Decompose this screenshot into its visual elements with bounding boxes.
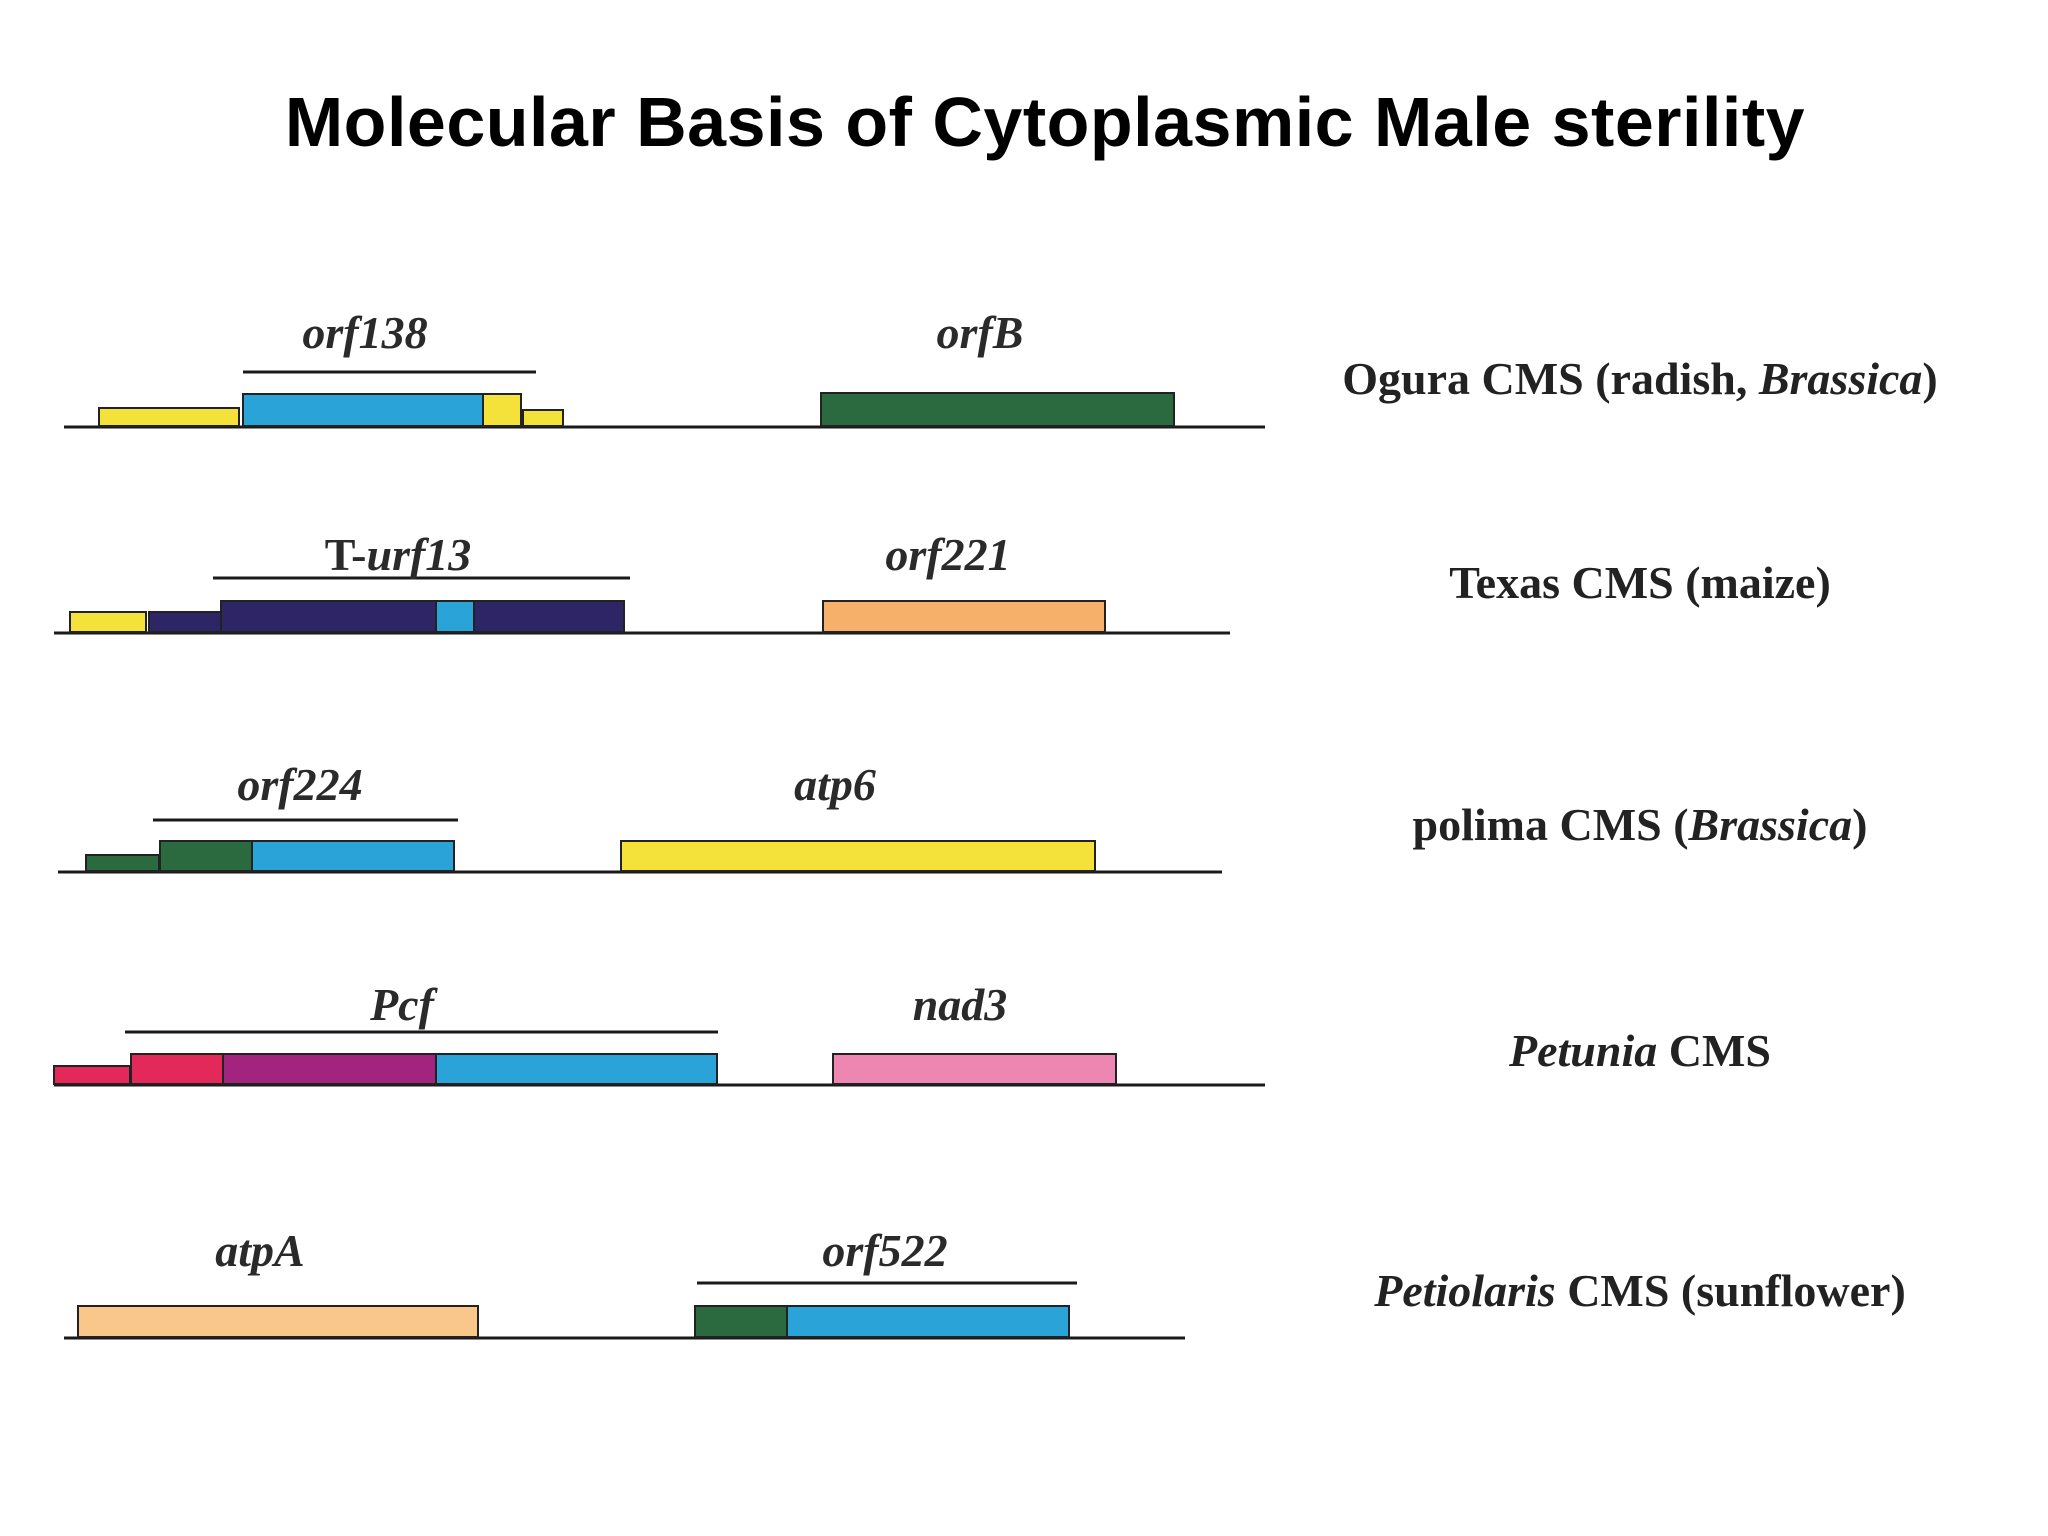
gene-segment bbox=[822, 600, 1106, 633]
gene-segment bbox=[220, 600, 437, 633]
gene-segment bbox=[482, 393, 522, 427]
gene-label-left: Pcf bbox=[369, 979, 439, 1030]
gene-segment bbox=[251, 840, 455, 872]
row-petunia: Pcf nad3 Petunia CMS bbox=[53, 979, 1771, 1087]
gene-segment bbox=[522, 409, 564, 427]
row-petiolaris: atpA orf522 Petiolaris CMS (sunflower) bbox=[64, 1225, 1906, 1340]
gene-segment bbox=[222, 1053, 437, 1085]
gene-segment bbox=[620, 840, 1096, 872]
cms-label: polima CMS (Brassica) bbox=[1413, 799, 1868, 850]
gene-segment bbox=[77, 1305, 479, 1338]
cms-label: Petunia CMS bbox=[1508, 1025, 1771, 1076]
gene-label-right: nad3 bbox=[913, 979, 1008, 1030]
gene-segment bbox=[473, 600, 625, 633]
gene-segment bbox=[85, 854, 160, 872]
gene-label-right: atp6 bbox=[794, 759, 876, 810]
cms-label: Ogura CMS (radish, Brassica) bbox=[1342, 353, 1938, 404]
gene-segment bbox=[148, 611, 222, 633]
gene-segment bbox=[832, 1053, 1117, 1085]
gene-label-right: orf522 bbox=[822, 1225, 947, 1276]
cms-label: Petiolaris CMS (sunflower) bbox=[1373, 1265, 1906, 1316]
gene-label-left: orf224 bbox=[237, 759, 362, 810]
gene-segment bbox=[786, 1305, 1070, 1338]
gene-segment bbox=[159, 840, 253, 872]
row-texas: T-urf13 orf221 Texas CMS (maize) bbox=[54, 529, 1831, 635]
gene-label-right: orf221 bbox=[885, 529, 1010, 580]
gene-segment bbox=[435, 600, 475, 633]
row-polima: orf224 atp6 polima CMS (Brassica) bbox=[58, 759, 1868, 874]
gene-segment bbox=[69, 611, 147, 633]
gene-label-left: T-urf13 bbox=[325, 529, 472, 580]
gene-label-left: orf138 bbox=[302, 307, 427, 358]
gene-segment bbox=[130, 1053, 224, 1085]
gene-segment bbox=[694, 1305, 788, 1338]
cms-label: Texas CMS (maize) bbox=[1449, 557, 1831, 608]
gene-segment bbox=[242, 393, 484, 427]
gene-segment bbox=[820, 392, 1175, 427]
page-title: Molecular Basis of Cytoplasmic Male ster… bbox=[284, 83, 1806, 161]
gene-segment bbox=[53, 1065, 131, 1085]
gene-label-left: atpA bbox=[215, 1225, 304, 1276]
gene-segment bbox=[98, 407, 240, 427]
row-ogura: orf138 orfB Ogura CMS (radish, Brassica) bbox=[64, 307, 1938, 429]
gene-segment bbox=[435, 1053, 718, 1085]
gene-label-right: orfB bbox=[937, 307, 1024, 358]
